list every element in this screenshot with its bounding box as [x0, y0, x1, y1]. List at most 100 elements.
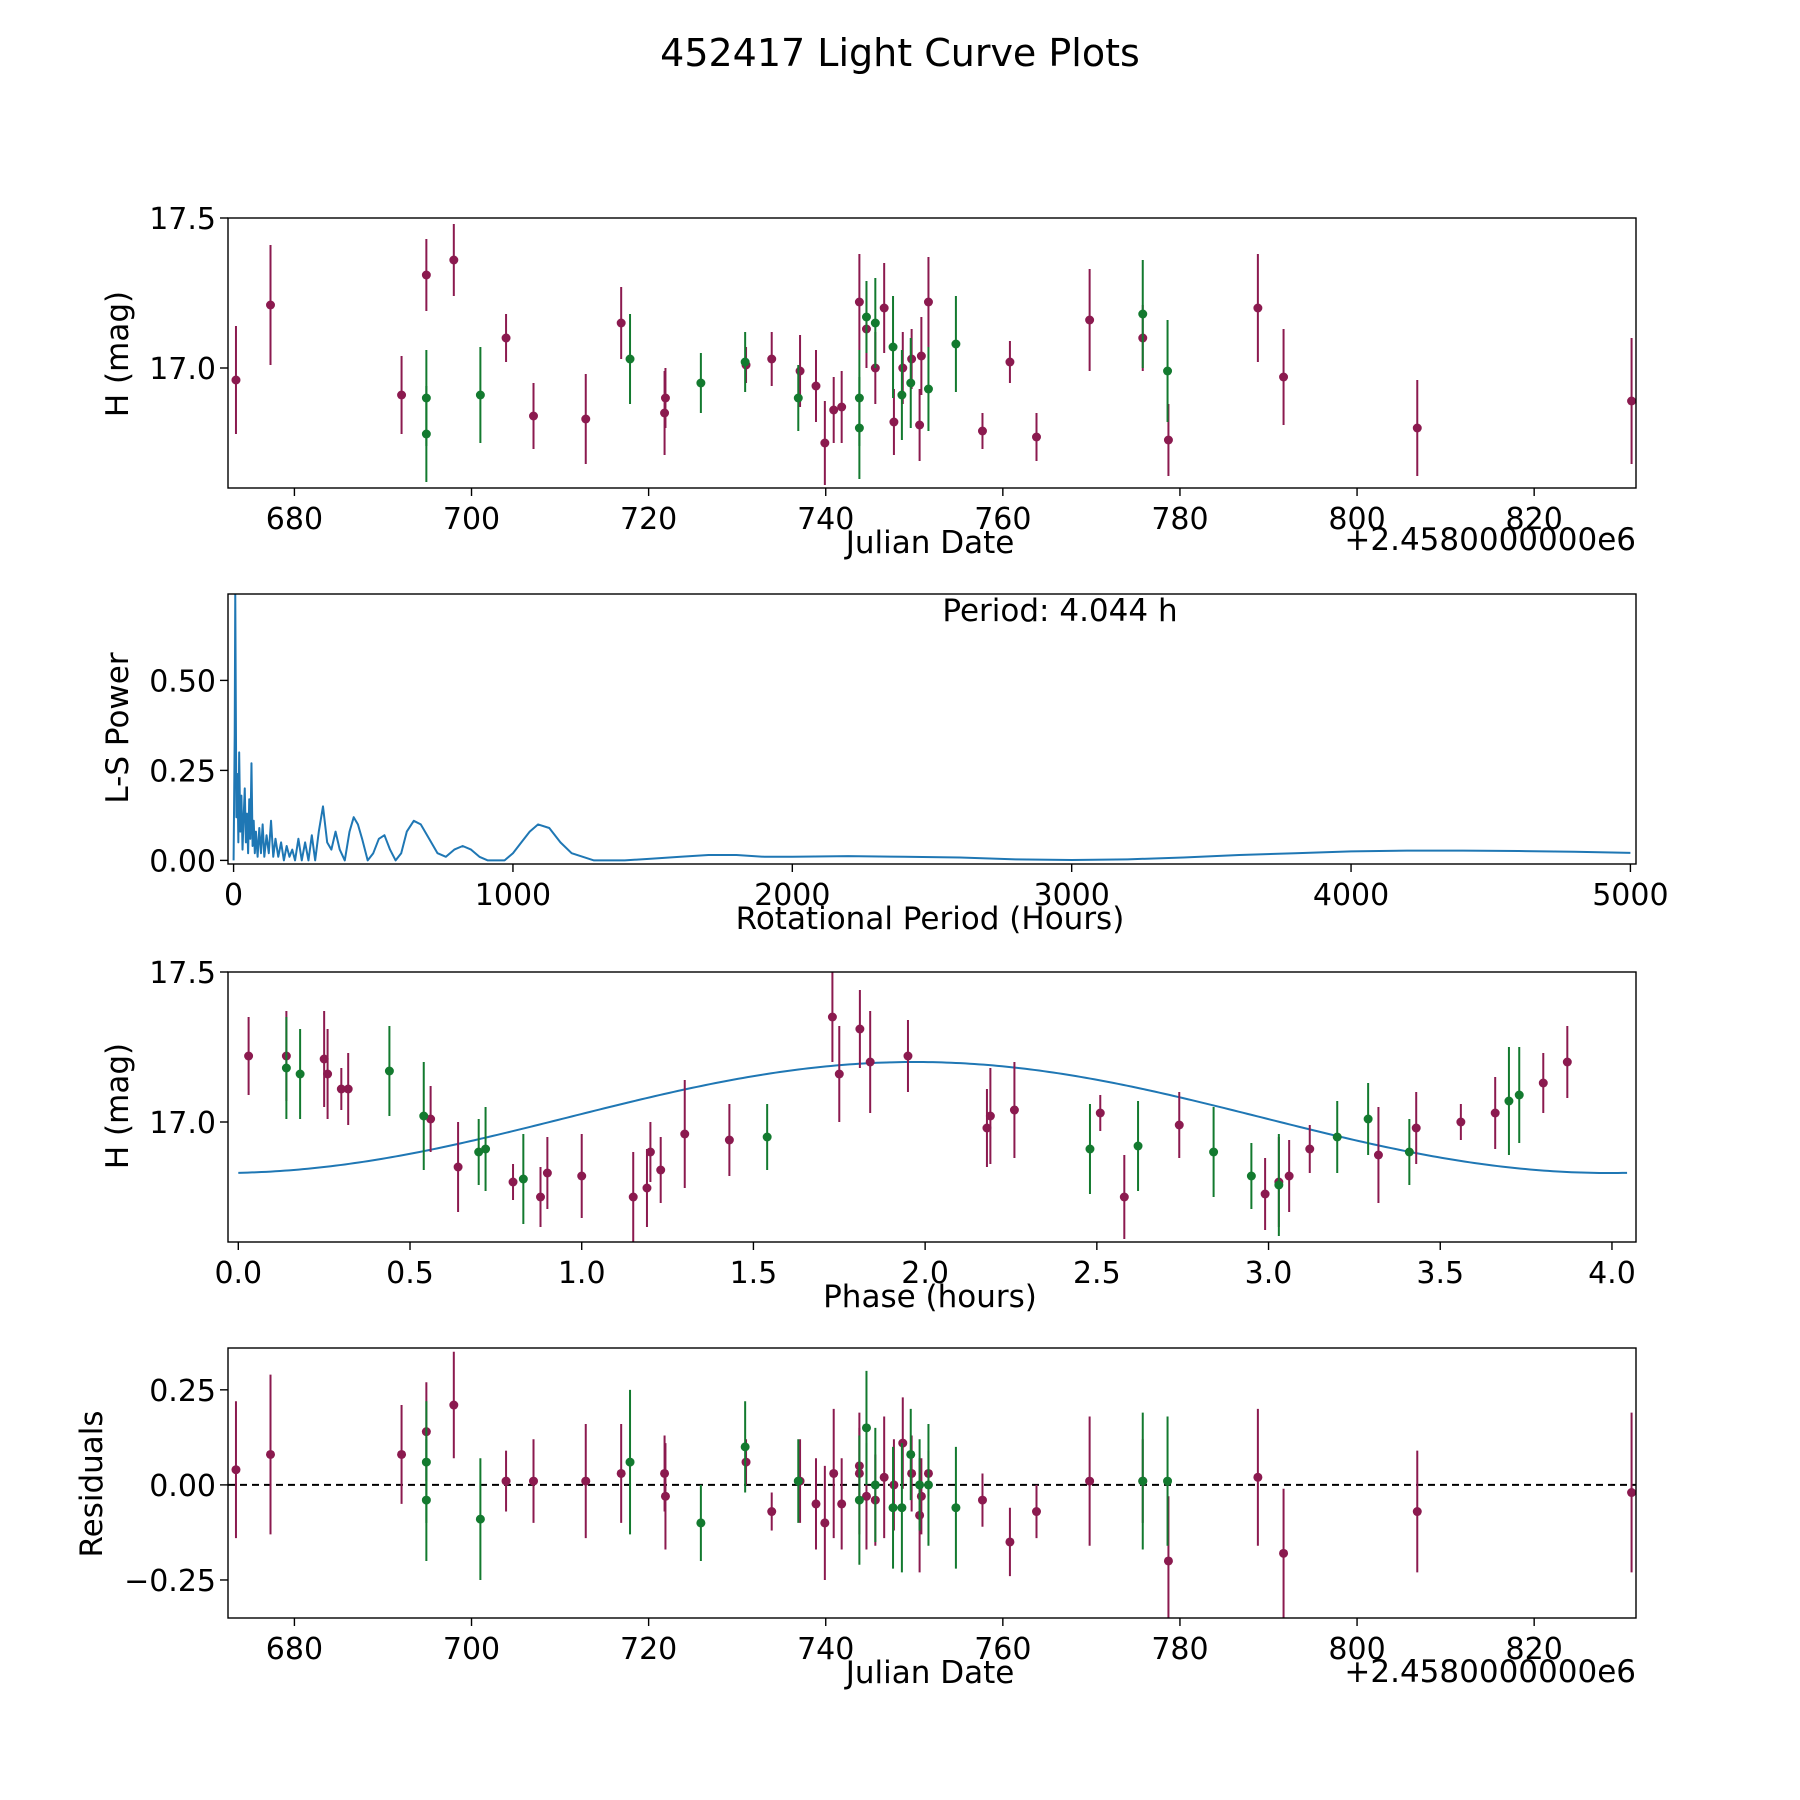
red-data-point	[266, 1449, 276, 1459]
green-data-point	[475, 1514, 485, 1524]
x-tick-label: 3.5	[1416, 1256, 1464, 1291]
x-tick-label: 1.5	[730, 1256, 778, 1291]
residuals-panel: Julian Date Residuals +2.4580000000e6 68…	[74, 1347, 1637, 1691]
periodogram-plot-area	[232, 594, 1631, 862]
green-data-point	[1163, 1476, 1173, 1486]
red-data-point	[1005, 1537, 1015, 1547]
x-tick-label: 0.0	[214, 1256, 262, 1291]
red-data-point	[426, 1114, 436, 1124]
red-data-point	[1253, 1472, 1263, 1482]
red-data-point	[834, 1069, 844, 1079]
green-data-point	[475, 390, 485, 400]
green-data-point	[1246, 1171, 1256, 1181]
green-data-point	[474, 1147, 484, 1157]
red-data-point	[829, 405, 839, 415]
green-data-point	[888, 1503, 898, 1513]
red-data-point	[244, 1051, 254, 1061]
red-data-point	[889, 417, 899, 427]
red-data-point	[645, 1147, 655, 1157]
red-data-point	[879, 1472, 889, 1482]
green-data-point	[762, 1132, 772, 1142]
y-tick-label: 17.5	[149, 956, 216, 991]
phased-ylabel: H (mag)	[100, 1043, 136, 1169]
x-tick-label: 720	[620, 502, 677, 537]
x-tick-label: 760	[974, 1632, 1031, 1667]
residuals-axes-frame	[227, 1347, 1637, 1619]
green-data-point	[625, 1457, 635, 1467]
red-data-point	[855, 1024, 865, 1034]
red-data-point	[811, 1499, 821, 1509]
red-data-point	[501, 1476, 511, 1486]
green-data-point	[923, 384, 933, 394]
red-data-point	[837, 1499, 847, 1509]
red-data-point	[397, 1449, 407, 1459]
red-data-point	[581, 1476, 591, 1486]
green-data-point	[1404, 1147, 1414, 1157]
green-data-point	[740, 1442, 750, 1452]
red-data-point	[1095, 1108, 1105, 1118]
green-data-point	[1274, 1180, 1284, 1190]
red-data-point	[820, 438, 830, 448]
red-data-point	[642, 1183, 652, 1193]
green-data-point	[854, 1495, 864, 1505]
red-data-point	[916, 1491, 926, 1501]
x-tick-label: 740	[797, 502, 854, 537]
x-tick-label: 4.0	[1588, 1256, 1636, 1291]
lightcurve-panel: Julian Date H (mag) +2.4580000000e6 680 7…	[100, 202, 1637, 561]
red-data-point	[829, 1468, 839, 1478]
green-data-point	[419, 1111, 429, 1121]
red-data-point	[449, 1400, 459, 1410]
red-data-point	[397, 390, 407, 400]
x-tick-label: 700	[443, 502, 500, 537]
green-data-point	[625, 354, 635, 364]
red-data-point	[811, 381, 821, 391]
red-data-point	[449, 255, 459, 265]
green-data-point	[951, 339, 961, 349]
green-data-point	[906, 378, 916, 388]
y-tick-label: 0.00	[149, 1469, 216, 1504]
green-data-point	[854, 393, 864, 403]
x-tick-label: 0	[224, 878, 243, 913]
residuals-xlabel: Julian Date	[844, 1655, 1015, 1691]
lightcurve-plot-area	[231, 224, 1636, 485]
x-tick-label: 3000	[1034, 878, 1110, 913]
red-data-point	[795, 366, 805, 376]
green-data-point	[421, 1495, 431, 1505]
red-data-point	[529, 411, 539, 421]
red-data-point	[577, 1171, 587, 1181]
x-tick-label: 680	[266, 502, 323, 537]
residuals-offset-label: +2.4580000000e6	[1344, 1654, 1636, 1690]
y-tick-label: 0.50	[149, 664, 216, 699]
red-data-point	[1085, 315, 1095, 325]
red-data-point	[865, 1057, 875, 1067]
red-data-point	[1009, 1105, 1019, 1115]
red-data-point	[680, 1129, 690, 1139]
green-data-point	[888, 342, 898, 352]
green-data-point	[1138, 1476, 1148, 1486]
green-data-point	[281, 1063, 291, 1073]
x-tick-label: 720	[620, 1632, 677, 1667]
red-data-point	[529, 1476, 539, 1486]
red-data-point	[977, 1495, 987, 1505]
red-data-point	[820, 1518, 830, 1528]
green-data-point	[951, 1503, 961, 1513]
red-data-point	[616, 1468, 626, 1478]
y-tick-label: 0.25	[149, 754, 216, 789]
x-tick-label: 4000	[1313, 878, 1389, 913]
green-data-point	[870, 318, 880, 328]
red-data-point	[923, 297, 933, 307]
red-data-point	[837, 402, 847, 412]
green-data-point	[861, 1423, 871, 1433]
green-data-point	[1085, 1144, 1095, 1154]
red-data-point	[767, 354, 777, 364]
red-data-point	[915, 420, 925, 430]
green-data-point	[518, 1174, 528, 1184]
red-data-point	[724, 1135, 734, 1145]
red-data-point	[1031, 1507, 1041, 1517]
red-data-point	[985, 1111, 995, 1121]
red-data-point	[982, 1123, 992, 1133]
green-data-point	[1163, 366, 1173, 376]
lightcurve-xlabel: Julian Date	[844, 525, 1015, 561]
